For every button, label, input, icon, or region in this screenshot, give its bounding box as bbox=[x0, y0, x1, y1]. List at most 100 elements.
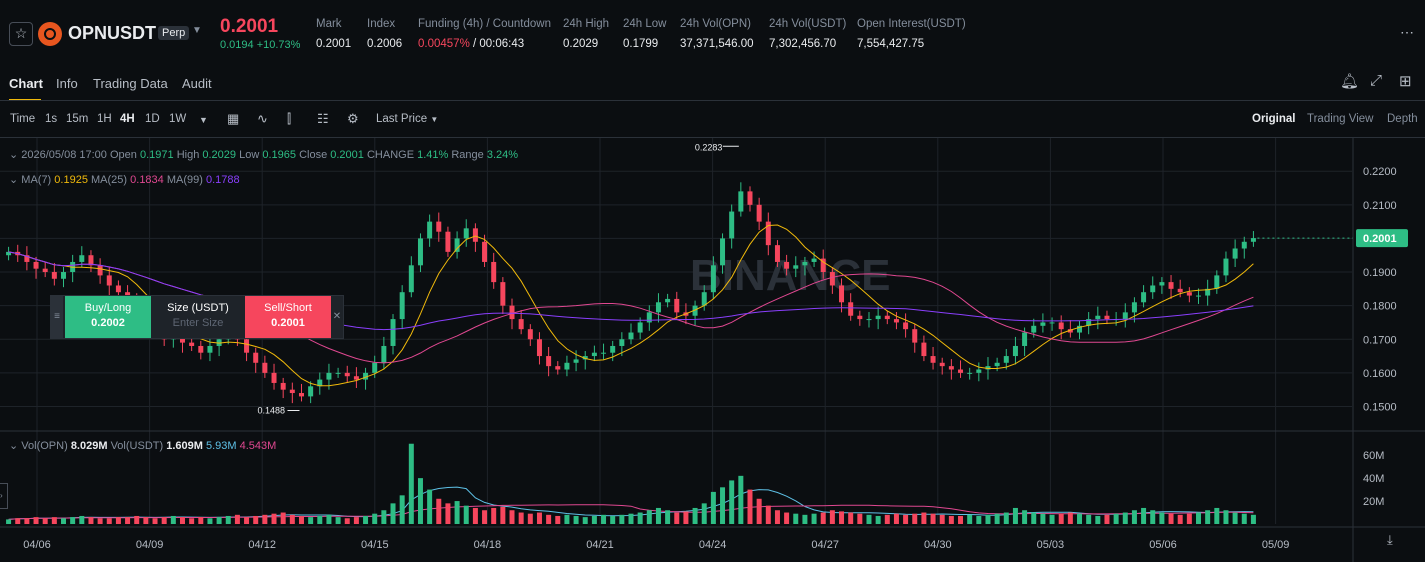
collapse-chevron-icon[interactable]: ⌄ bbox=[9, 149, 19, 161]
candle bbox=[811, 258, 817, 262]
interval-1s[interactable]: 1s bbox=[45, 113, 58, 125]
candle bbox=[1095, 315, 1101, 320]
volume-bar bbox=[353, 517, 359, 524]
volume-bar bbox=[1113, 513, 1119, 524]
volume-bar bbox=[738, 475, 744, 524]
indicator-icon[interactable]: ∿ bbox=[257, 111, 268, 126]
stat-value: 0.00457% / 00:06:43 bbox=[418, 38, 524, 50]
tab-audit[interactable]: Audit bbox=[182, 76, 212, 91]
price-type-select[interactable]: Last Price ▼ bbox=[376, 113, 438, 125]
candle bbox=[509, 305, 515, 320]
volume-bar bbox=[51, 517, 57, 524]
chart-area[interactable]: BINANCE 0.22000.21000.20000.19000.18000.… bbox=[0, 138, 1425, 562]
candle bbox=[308, 386, 314, 397]
toolbar-divider bbox=[0, 137, 1425, 138]
calendar-icon[interactable]: ▦ bbox=[227, 111, 240, 126]
candle-type-icon[interactable]: ⫿ bbox=[287, 111, 292, 126]
stat-label[interactable]: Index bbox=[367, 18, 396, 30]
interval-1w[interactable]: 1W bbox=[169, 113, 187, 125]
stat-label[interactable]: Funding (4h) / Countdown bbox=[418, 18, 551, 30]
tab-chart[interactable]: Chart bbox=[9, 76, 43, 91]
change-label: CHANGE bbox=[366, 149, 415, 161]
volume-bar bbox=[97, 518, 103, 524]
change-value: 1.41% bbox=[417, 149, 449, 161]
sell-short-button[interactable]: Sell/Short 0.2001 bbox=[245, 296, 331, 338]
drawing-tools-icon[interactable]: ☷ bbox=[317, 111, 329, 126]
more-options-icon[interactable]: ⋯ bbox=[1400, 24, 1415, 40]
candle bbox=[1223, 258, 1229, 276]
volume-bar bbox=[820, 512, 826, 524]
candle bbox=[1159, 282, 1165, 286]
volume-bar bbox=[665, 510, 671, 524]
alert-bell-icon[interactable]: 🔔︎ bbox=[1340, 73, 1360, 90]
candle bbox=[1012, 345, 1018, 357]
candle bbox=[326, 372, 332, 380]
candle bbox=[802, 261, 808, 266]
candle bbox=[884, 315, 890, 320]
volume-bar bbox=[390, 503, 396, 524]
volume-bar bbox=[509, 510, 515, 524]
buy-long-button[interactable]: Buy/Long 0.2002 bbox=[65, 296, 151, 338]
stat-label[interactable]: Open Interest(USDT) bbox=[857, 18, 966, 30]
range-label: Range bbox=[451, 149, 484, 161]
symbol-name[interactable]: OPNUSDT bbox=[68, 23, 157, 43]
sell-label: Sell/Short bbox=[264, 302, 312, 314]
tab-info[interactable]: Info bbox=[56, 76, 78, 91]
candle bbox=[1104, 315, 1110, 320]
ohlc-legend: ⌄ 2026/05/08 17:00 Open 0.1971 High 0.20… bbox=[9, 148, 518, 161]
collapse-chevron-icon[interactable]: ⌄ bbox=[9, 174, 19, 186]
tab-trading-data[interactable]: Trading Data bbox=[93, 76, 168, 91]
candle bbox=[399, 292, 405, 320]
view-original[interactable]: Original bbox=[1252, 113, 1296, 125]
view-trading-view[interactable]: Trading View bbox=[1307, 113, 1374, 125]
candle bbox=[692, 305, 698, 316]
interval-1d[interactable]: 1D bbox=[145, 113, 160, 125]
scroll-to-latest-icon[interactable]: ⤓ bbox=[1387, 532, 1393, 547]
close-icon[interactable]: ✕ bbox=[332, 311, 342, 322]
ma99-label: MA(99) bbox=[166, 174, 203, 186]
volume-bar bbox=[189, 518, 195, 524]
settings-gear-icon[interactable]: ⚙ bbox=[347, 111, 359, 126]
candle bbox=[948, 366, 954, 370]
drag-handle-icon[interactable]: ≡ bbox=[51, 296, 63, 338]
volume-bar bbox=[500, 506, 506, 524]
vol-ma2-value: 4.543M bbox=[239, 440, 277, 452]
favorite-star-icon[interactable]: ☆ bbox=[9, 22, 33, 46]
view-depth[interactable]: Depth bbox=[1387, 113, 1418, 125]
candle bbox=[472, 228, 478, 242]
collapse-chevron-icon[interactable]: ⌄ bbox=[9, 440, 19, 452]
interval-time[interactable]: Time bbox=[10, 113, 36, 125]
interval-dropdown-icon[interactable]: ▼ bbox=[199, 115, 208, 125]
interval-4h[interactable]: 4H bbox=[120, 113, 135, 125]
symbol-dropdown-chevron-icon[interactable]: ▼ bbox=[192, 25, 202, 36]
volume-bar bbox=[326, 514, 332, 524]
expand-icon[interactable]: ⤢ bbox=[1370, 72, 1383, 89]
volume-bar bbox=[161, 517, 167, 524]
size-input[interactable]: Size (USDT) Enter Size bbox=[151, 296, 245, 338]
candle bbox=[793, 265, 799, 269]
interval-15m[interactable]: 15m bbox=[66, 113, 89, 125]
volume-bar bbox=[1131, 510, 1137, 524]
layout-grid-icon[interactable]: ⊞ bbox=[1399, 73, 1412, 90]
volume-legend: ⌄ Vol(OPN) 8.029M Vol(USDT) 1.609M 5.93M… bbox=[9, 439, 276, 452]
candle bbox=[839, 285, 845, 303]
price-tick-label: 0.1500 bbox=[1363, 401, 1397, 413]
vol-opn-value: 8.029M bbox=[70, 440, 108, 452]
price-axis: 0.22000.21000.20000.19000.18000.17000.16… bbox=[1257, 166, 1408, 413]
volume-bar bbox=[1141, 507, 1147, 524]
side-expand-icon[interactable]: › bbox=[0, 483, 8, 509]
volume-bar bbox=[921, 512, 927, 524]
candle bbox=[729, 211, 735, 239]
funding-countdown: / 00:06:43 bbox=[469, 38, 525, 50]
time-tick-label: 05/09 bbox=[1262, 539, 1290, 551]
volume-bar bbox=[280, 512, 286, 524]
high-low-markers: 0.2283 0.1488 bbox=[257, 142, 739, 416]
volume-bar bbox=[1177, 514, 1183, 524]
volume-bar bbox=[417, 478, 423, 524]
candle bbox=[756, 204, 762, 222]
ma-lines bbox=[8, 224, 1254, 520]
interval-1h[interactable]: 1H bbox=[97, 113, 112, 125]
volume-bar bbox=[472, 507, 478, 524]
volume-bar bbox=[152, 518, 158, 524]
volume-bar bbox=[1003, 512, 1009, 524]
